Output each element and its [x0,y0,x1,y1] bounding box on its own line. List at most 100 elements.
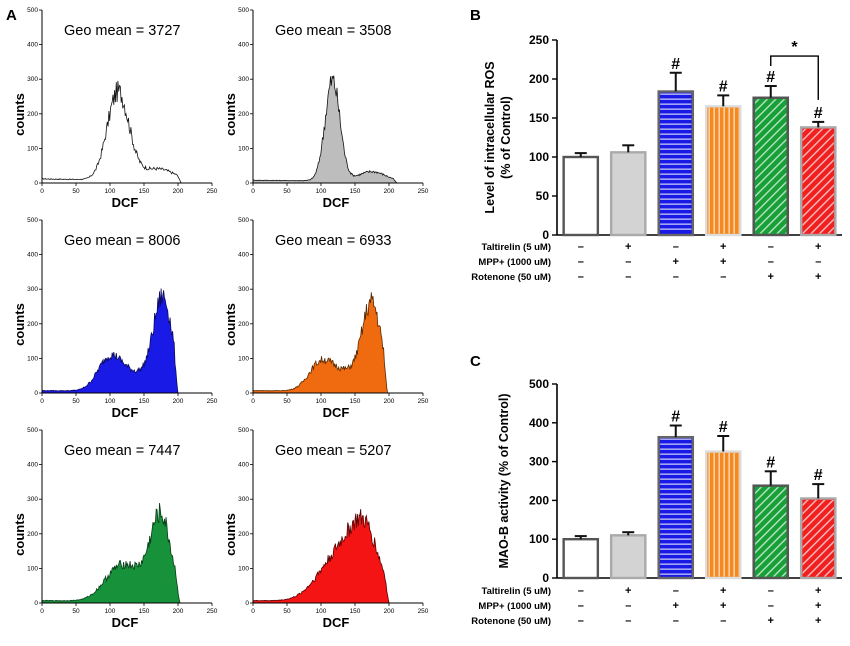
significance-mark: # [766,454,775,471]
treatment-sign: – [673,585,679,597]
x-tick-label: 200 [384,608,395,615]
y-tick-label: 300 [529,455,549,469]
x-tick-label: 150 [139,608,150,615]
panel-label-a: A [6,7,17,24]
y-tick-label: 200 [238,531,249,538]
treatment-sign: + [815,585,821,597]
x-axis-title: DCF [323,405,350,420]
x-tick-label: 150 [350,188,361,195]
significance-mark: # [814,467,823,484]
y-axis-title: counts [12,303,27,346]
y-tick-label: 300 [238,76,249,83]
treatment-sign: – [768,256,774,268]
x-tick-label: 100 [316,188,327,195]
x-tick-label: 50 [283,188,291,195]
bar-2 [609,151,647,237]
x-tick-label: 250 [418,398,429,405]
bar-pattern-5 [755,487,787,577]
x-tick-label: 50 [72,398,80,405]
treatment-sign: – [673,615,679,627]
treatment-sign: + [815,271,821,283]
bar-1 [562,155,600,237]
y-tick-label: 0 [34,180,38,187]
histogram-curve [41,288,179,394]
y-tick-label: 300 [238,496,249,503]
treatment-sign: + [815,600,821,612]
geo-mean-label: Geo mean = 5207 [275,443,392,459]
y-tick-label: 0 [245,600,249,607]
y-tick-label: 0 [34,390,38,397]
treatment-sign: – [578,600,584,612]
bar-pattern-3 [660,92,692,234]
treatment-sign: – [768,585,774,597]
significance-mark: # [671,56,680,73]
y-tick-label: 0 [542,571,549,585]
histogram-mpp: 0 50 100 150 200 250 0 100 200 300 400 500 DCF counts… [12,217,218,420]
histogram-rotenone-taltirelin: 0 50 100 150 200 250 0 100 200 300 400 500 DCF counts… [223,427,429,630]
y-tick-label: 200 [27,111,38,118]
y-tick-label: 400 [529,416,549,430]
bracket-label: * [791,39,798,56]
bar-pattern-4 [707,453,739,577]
y-tick-label: 500 [27,427,38,434]
bar-2 [609,534,647,580]
y-tick-label: 200 [238,111,249,118]
histogram-mpp-taltirelin: 0 50 100 150 200 250 0 100 200 300 400 500 DCF counts… [223,217,429,420]
panel-b-ros-bar-chart: 0 50 100 150 200 250 Level of intracellular RO… [471,33,842,283]
histogram-curve [252,509,390,604]
geo-mean-label: Geo mean = 3727 [64,23,181,39]
x-tick-label: 0 [251,398,255,405]
x-tick-label: 250 [418,188,429,195]
x-tick-label: 50 [72,608,80,615]
x-axis-title: DCF [112,195,139,210]
panel-label-c: C [470,353,481,370]
y-tick-label: 0 [245,180,249,187]
y-tick-label: 500 [238,427,249,434]
treatment-sign: – [720,271,726,283]
y-tick-label: 200 [529,72,549,86]
x-axis-title: DCF [112,615,139,630]
treatment-sign: + [673,256,679,268]
geo-mean-label: Geo mean = 7447 [64,443,181,459]
x-tick-label: 150 [139,398,150,405]
bar-pattern-5 [755,99,787,234]
x-tick-label: 0 [40,398,44,405]
y-tick-label: 100 [238,145,249,152]
y-tick-label: 500 [27,7,38,14]
treatment-label: Taltirelin (5 uM) [482,242,552,253]
y-axis-title: counts [223,93,238,136]
y-tick-label: 100 [27,355,38,362]
y-axis-title: MAO-B activity (% of Control) [497,394,511,569]
treatment-sign: – [815,256,821,268]
treatment-label: Rotenone (50 uM) [471,616,551,627]
treatment-sign: – [578,585,584,597]
geo-mean-label: Geo mean = 8006 [64,233,181,249]
x-tick-label: 100 [105,608,116,615]
treatment-sign: + [625,585,631,597]
x-tick-label: 200 [384,398,395,405]
treatment-sign: – [625,271,631,283]
y-tick-label: 50 [536,189,550,203]
geo-mean-label: Geo mean = 6933 [275,233,392,249]
y-tick-label: 400 [27,252,38,259]
y-tick-label: 500 [238,7,249,14]
significance-mark: # [671,409,680,426]
treatment-sign: – [625,256,631,268]
x-tick-label: 200 [173,188,184,195]
treatment-sign: + [720,241,726,253]
x-tick-label: 250 [207,608,218,615]
x-tick-label: 150 [139,188,150,195]
y-tick-label: 100 [27,145,38,152]
y-axis-title: counts [12,513,27,556]
y-tick-label: 300 [27,496,38,503]
x-tick-label: 100 [316,398,327,405]
significance-bracket [770,55,819,100]
x-tick-label: 0 [40,188,44,195]
bar-pattern-4 [707,107,739,234]
panel-label-b: B [470,7,481,24]
treatment-sign: – [625,615,631,627]
significance-mark: # [719,419,728,436]
y-tick-label: 200 [27,531,38,538]
treatment-sign: – [578,256,584,268]
